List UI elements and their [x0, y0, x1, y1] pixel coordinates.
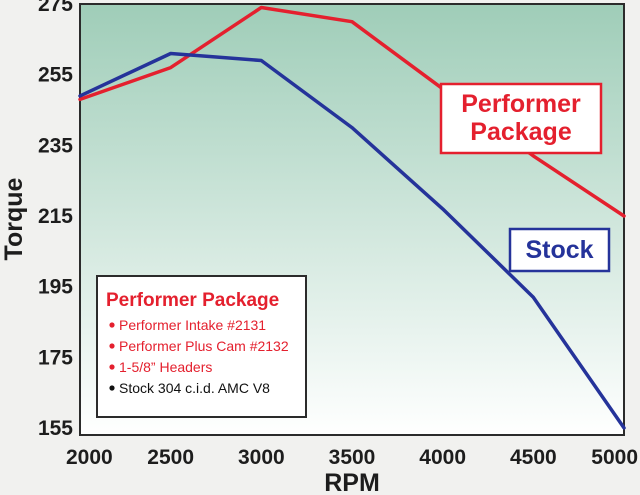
y-tick-label: 255 [38, 64, 73, 87]
y-axis-ticks: 155 175 195 215 235 255 275 [38, 0, 73, 440]
legend-items: Performer Intake #2131 Performer Plus Cam… [109, 317, 289, 396]
legend-item: 1-5/8” Headers [119, 359, 212, 375]
performer-package-label-line-2: Package [470, 118, 572, 146]
legend-item: Performer Plus Cam #2132 [119, 338, 289, 354]
y-axis-title: Torque [0, 177, 28, 260]
x-tick-label: 5000 [591, 446, 638, 469]
performer-package-label: Performer Package [439, 82, 603, 155]
legend-bullet [109, 322, 115, 328]
performer-package-label-line-1: Performer [461, 90, 581, 118]
x-axis-title: RPM [324, 469, 380, 495]
legend-bullet [109, 364, 115, 370]
x-tick-label: 4000 [419, 446, 466, 469]
x-tick-label: 2000 [66, 446, 113, 469]
legend-bullet [109, 343, 115, 349]
series-line-performer-package [78, 5, 626, 218]
y-tick-label: 155 [38, 417, 73, 440]
x-axis-ticks: 2000 2500 3000 3500 4000 4500 5000 [66, 446, 638, 469]
legend-item: Performer Intake #2131 [119, 317, 266, 333]
y-tick-label: 215 [38, 205, 73, 228]
y-tick-label: 275 [38, 0, 73, 16]
legend-item: Stock 304 c.i.d. AMC V8 [119, 380, 270, 396]
series-line-stock [78, 51, 626, 430]
x-tick-label: 3500 [329, 446, 376, 469]
series-lines [78, 5, 626, 430]
stock-label-text: Stock [525, 236, 593, 264]
y-tick-label: 235 [38, 134, 73, 157]
x-tick-label: 4500 [510, 446, 557, 469]
legend-bullet [109, 385, 115, 391]
stock-label: Stock [508, 227, 611, 273]
legend-title: Performer Package [106, 290, 279, 311]
y-tick-label: 175 [38, 346, 73, 369]
x-tick-label: 3000 [238, 446, 285, 469]
y-tick-label: 195 [38, 276, 73, 299]
legend: Performer Package Performer Intake #2131… [96, 275, 307, 418]
x-tick-label: 2500 [147, 446, 194, 469]
